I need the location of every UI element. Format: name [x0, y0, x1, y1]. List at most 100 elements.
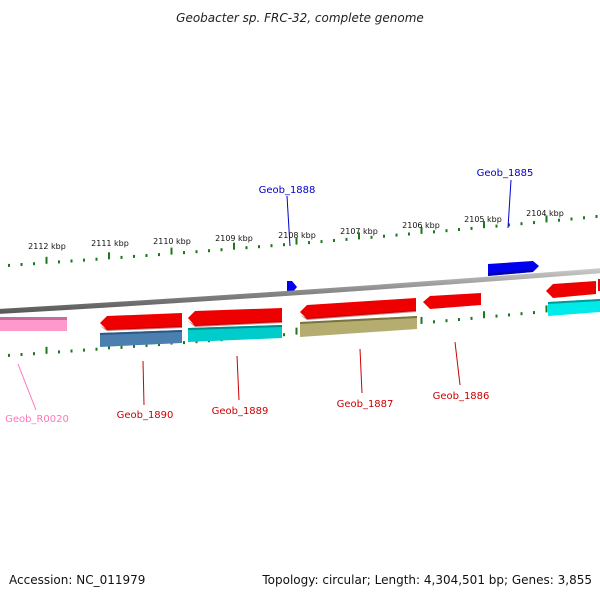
- minor-tick: [320, 240, 323, 244]
- minor-tick: [195, 340, 198, 344]
- feature-track-2: [0, 299, 600, 347]
- minor-tick: [120, 345, 123, 349]
- gene-label-geob-1885[interactable]: Geob_1885: [477, 168, 534, 179]
- major-tick: [295, 327, 298, 335]
- minor-tick: [495, 314, 498, 318]
- gene-label-geob-r0020[interactable]: Geob_R0020: [5, 414, 69, 425]
- minor-tick: [20, 353, 23, 356]
- gene-arrow-geob-1889[interactable]: [188, 308, 282, 326]
- kbp-label: 2109 kbp: [215, 234, 253, 243]
- rna-feature-geob-r0020[interactable]: [0, 319, 67, 331]
- minor-tick: [145, 254, 148, 257]
- minor-tick: [20, 263, 23, 266]
- minor-tick: [433, 320, 435, 324]
- minor-tick: [270, 244, 273, 248]
- leader-geob-1885: [507, 179, 512, 229]
- genome-title: Geobacter sp. FRC-32, complete genome: [176, 11, 424, 25]
- minor-tick: [58, 350, 60, 354]
- gene-labels: Geob_1888 Geob_1885 Geob_R0020 Geob_1890…: [5, 168, 533, 425]
- leader-geob-r0020: [17, 363, 37, 411]
- kbp-label: 2112 kbp: [28, 242, 66, 251]
- gene-label-geob-1889[interactable]: Geob_1889: [212, 406, 269, 417]
- major-tick: [45, 256, 48, 264]
- major-tick: [545, 305, 548, 313]
- gene-arrow-edge[interactable]: [546, 281, 596, 298]
- minor-tick: [133, 254, 135, 258]
- minor-tick: [145, 344, 148, 347]
- accession-text: Accession: NC_011979: [9, 573, 146, 587]
- minor-tick: [533, 311, 535, 315]
- leader-geob-1889: [236, 355, 240, 401]
- gene-arrow-geob-1887[interactable]: [300, 298, 416, 319]
- minor-tick: [83, 348, 85, 352]
- minor-tick: [533, 221, 535, 225]
- minor-tick: [8, 263, 10, 267]
- reverse-strand-features: [100, 279, 600, 331]
- minor-tick: [33, 352, 35, 356]
- minor-tick: [183, 341, 185, 345]
- major-tick: [170, 247, 173, 255]
- minor-tick: [395, 233, 398, 237]
- genome-summary-text: Topology: circular; Length: 4,304,501 bp…: [262, 573, 592, 587]
- major-tick: [420, 316, 423, 324]
- minor-tick: [570, 217, 573, 221]
- minor-tick: [470, 226, 473, 230]
- leader-geob-1888: [286, 195, 291, 247]
- kbp-label: 2107 kbp: [340, 227, 378, 236]
- minor-tick: [308, 241, 310, 245]
- kbp-label: 2106 kbp: [402, 221, 440, 230]
- leader-geob-1886: [454, 341, 461, 386]
- minor-tick: [58, 260, 60, 264]
- minor-tick: [458, 228, 460, 231]
- minor-tick: [283, 243, 285, 247]
- major-tick: [108, 252, 110, 260]
- kbp-label: 2104 kbp: [526, 209, 564, 218]
- kbp-label: 2110 kbp: [153, 237, 191, 246]
- minor-tick: [445, 229, 448, 233]
- major-tick: [233, 242, 235, 250]
- kbp-label: 2111 kbp: [91, 239, 129, 248]
- minor-tick: [458, 318, 460, 321]
- minor-tick: [70, 349, 73, 353]
- kbp-label: 2105 kbp: [464, 215, 502, 224]
- minor-tick: [8, 353, 10, 357]
- major-tick: [545, 215, 548, 223]
- minor-tick: [520, 312, 523, 316]
- minor-tick: [258, 245, 260, 249]
- minor-tick: [558, 218, 560, 222]
- upper-tick-track: [8, 215, 598, 267]
- kbp-label: 2108 kbp: [278, 231, 316, 240]
- minor-tick: [595, 215, 598, 218]
- minor-tick: [120, 255, 123, 259]
- minor-tick: [283, 333, 285, 337]
- minor-tick: [583, 216, 585, 220]
- minor-tick: [83, 258, 85, 262]
- major-tick: [45, 346, 48, 354]
- minor-tick: [245, 246, 248, 250]
- minor-tick: [33, 262, 35, 266]
- minor-tick: [158, 253, 160, 257]
- kbp-scale-labels: 2112 kbp 2111 kbp 2110 kbp 2109 kbp 2108…: [28, 209, 564, 251]
- minor-tick: [95, 257, 98, 261]
- minor-tick: [220, 248, 223, 252]
- major-tick: [483, 311, 485, 319]
- label-leader-lines: [17, 179, 512, 411]
- gene-label-geob-1887[interactable]: Geob_1887: [337, 399, 394, 410]
- gene-label-geob-1888[interactable]: Geob_1888: [259, 185, 316, 196]
- major-tick: [483, 221, 485, 229]
- leader-geob-1890: [142, 360, 145, 406]
- major-tick: [420, 226, 423, 234]
- minor-tick: [433, 230, 435, 234]
- minor-tick: [508, 223, 510, 227]
- gene-arrow-geob-1886[interactable]: [423, 293, 481, 309]
- major-tick: [358, 232, 360, 240]
- gene-label-geob-1890[interactable]: Geob_1890: [117, 410, 174, 421]
- genome-backbone: [0, 268, 600, 314]
- gene-arrow-geob-1888[interactable]: [287, 281, 297, 293]
- gene-arrow-geob-1890[interactable]: [100, 313, 182, 330]
- gene-label-geob-1886[interactable]: Geob_1886: [433, 391, 490, 402]
- minor-tick: [408, 232, 410, 236]
- minor-tick: [195, 250, 198, 254]
- minor-tick: [370, 235, 373, 239]
